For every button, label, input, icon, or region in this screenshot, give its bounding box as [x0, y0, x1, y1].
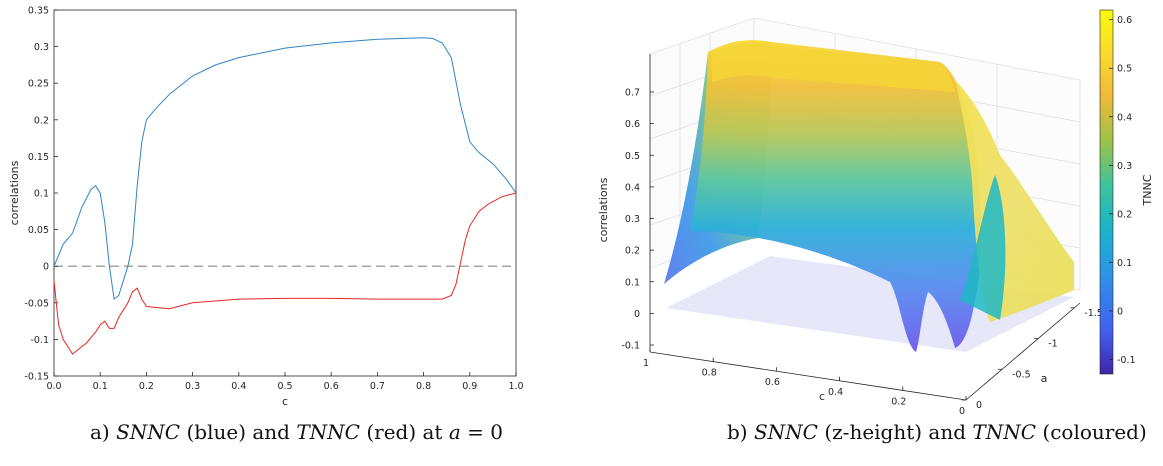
- caption-b-var1: SNNC: [753, 420, 818, 444]
- a-tick-label: -1.5: [1084, 308, 1103, 319]
- caption-b-var2: TNNC: [972, 420, 1037, 444]
- caption-a-text2: (red) at: [366, 420, 443, 444]
- a-axis-label: a: [1041, 372, 1048, 385]
- c-tick-label: 0.4: [828, 387, 843, 398]
- z-tick-label: 0.7: [625, 88, 640, 99]
- y-tick-label: 0.35: [28, 6, 49, 17]
- a-tick-label: -0.5: [1012, 369, 1031, 380]
- tnnc-series-line: [53, 192, 517, 355]
- y-tick-label: 0.1: [34, 189, 49, 200]
- x-axis: 0.0 0.1 0.2 0.3 0.4 0.5 0.6 0.7 0.8 0.9 1.0: [46, 372, 524, 392]
- y-tick-label: -0.05: [24, 298, 49, 309]
- colorbar-tick-label: 0.1: [1117, 258, 1132, 269]
- caption-a-text1: (blue) and: [186, 420, 290, 444]
- colorbar: [1099, 9, 1114, 375]
- y-tick-label: -0.1: [30, 335, 49, 346]
- z-axis: -0.1 0 0.1 0.2 0.3 0.4 0.5 0.6 0.7: [621, 88, 654, 352]
- c-tick-label: 0: [959, 406, 965, 417]
- a-tick-label: -1: [1048, 339, 1057, 350]
- x-tick-label: 0.2: [139, 381, 154, 392]
- snnc-series-line: [53, 37, 517, 301]
- x-tick-label: 0.6: [324, 381, 339, 392]
- zero-plane: [666, 256, 1074, 352]
- c-tick-label: 0.8: [702, 368, 717, 379]
- x-tick-label: 0.3: [185, 381, 200, 392]
- y-axis-label: correlations: [8, 160, 21, 225]
- z-tick-label: 0.4: [625, 182, 640, 193]
- x-tick-label: 0.7: [370, 381, 385, 392]
- x-tick-label: 0.8: [416, 381, 431, 392]
- line-chart: 0.0 0.1 0.2 0.3 0.4 0.5 0.6 0.7 0.8 0.9 1.0 -0.15-…: [8, 6, 524, 409]
- y-tick-label: 0: [43, 262, 49, 273]
- surface-top-band: [712, 42, 956, 92]
- x-tick-label: 0.9: [462, 381, 477, 392]
- z-tick-label: 0.2: [625, 246, 640, 257]
- c-tick-label: 1: [643, 358, 649, 369]
- colorbar-tick-label: 0.3: [1117, 161, 1132, 172]
- y-tick-label: -0.15: [24, 372, 49, 383]
- colorbar-axis: -0.1 0 0.1 0.2 0.3 0.4 0.5 0.6: [1109, 15, 1136, 366]
- surface-chart: -0.1 0 0.1 0.2 0.3 0.4 0.5 0.6 0.7 1 0.8 0.6 0.4 0.2…: [597, 9, 1154, 417]
- z-tick-label: 0.3: [625, 214, 640, 225]
- c-axis: 1 0.8 0.6 0.4 0.2 0: [643, 348, 967, 417]
- c-axis-label: c: [819, 390, 825, 403]
- colorbar-tick-label: 0.5: [1117, 64, 1132, 75]
- colorbar-tick-label: 0.2: [1117, 209, 1132, 220]
- y-tick-label: 0.05: [28, 225, 49, 236]
- y-tick-label: 0.2: [34, 115, 49, 126]
- colorbar-tick-label: 0: [1117, 306, 1123, 317]
- z-tick-label: 0.5: [625, 151, 640, 162]
- caption-b: b) SNNC (z-height) and TNNC (coloured): [727, 420, 1147, 444]
- colorbar-tick-label: 0.4: [1117, 112, 1132, 123]
- z-axis-label: correlations: [597, 177, 610, 242]
- x-tick-label: 0.1: [93, 381, 108, 392]
- x-axis-label: c: [282, 395, 288, 408]
- x-tick-label: 0.4: [231, 381, 246, 392]
- z-tick-label: 0.6: [625, 119, 640, 130]
- y-axis: -0.15 -0.1 -0.05 0 0.05 0.1 0.15 0.2 0.25 0.3 0.35: [24, 6, 58, 383]
- c-tick-label: 0.6: [765, 377, 780, 388]
- y-tick-label: 0.3: [34, 42, 49, 53]
- colorbar-tick-label: -0.1: [1117, 355, 1136, 366]
- series-group: [53, 37, 517, 355]
- a-tick-label: 0: [976, 400, 982, 411]
- plot-area: [53, 9, 517, 377]
- z-tick-label: -0.1: [621, 341, 640, 352]
- x-tick-label: 1.0: [508, 381, 523, 392]
- caption-a-var3: a: [448, 420, 461, 444]
- caption-b-text1: (z-height) and: [824, 420, 967, 444]
- c-axis-line: [649, 351, 967, 401]
- x-tick-label: 0.0: [46, 381, 61, 392]
- x-tick-label: 0.5: [277, 381, 292, 392]
- colorbar-tick-label: 0.6: [1117, 15, 1132, 26]
- surface-main-face: [690, 40, 982, 352]
- caption-a-var1: SNNC: [116, 420, 181, 444]
- z-tick-label: 0: [634, 309, 640, 320]
- surface-ridge: [960, 175, 1006, 320]
- caption-a-text3: = 0: [467, 420, 503, 444]
- y-tick-label: 0.15: [28, 152, 49, 163]
- caption-b-text2: (coloured): [1042, 420, 1147, 444]
- colorbar-label: TNNC: [1141, 174, 1154, 206]
- a-axis: 0 -0.5 -1 -1.5: [962, 307, 1103, 411]
- caption-a-var2: TNNC: [296, 420, 360, 444]
- caption-a-prefix: a): [90, 420, 110, 444]
- z-tick-label: 0.1: [625, 277, 640, 288]
- y-tick-label: 0.25: [28, 79, 49, 90]
- caption-b-prefix: b): [727, 420, 748, 444]
- a-axis-line: [965, 302, 1081, 401]
- c-tick-label: 0.2: [891, 396, 906, 407]
- caption-a: a) SNNC (blue) and TNNC (red) at a = 0: [90, 420, 503, 444]
